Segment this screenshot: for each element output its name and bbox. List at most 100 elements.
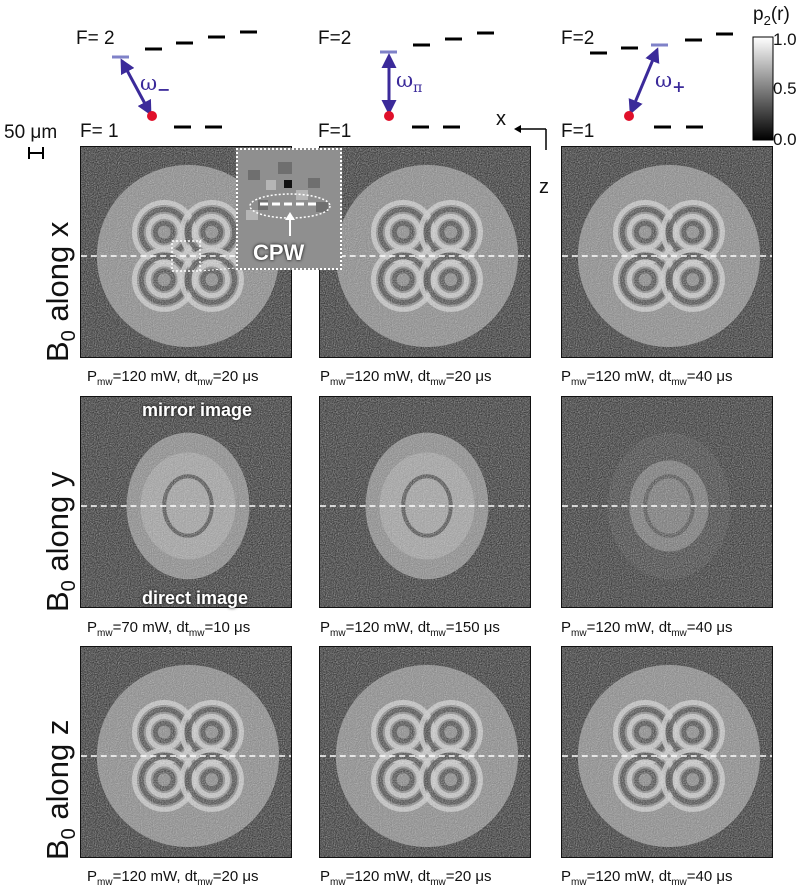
power-subscript: mw — [330, 877, 346, 888]
power-symbol: P — [320, 868, 331, 885]
power-value: =120 mW, — [345, 368, 418, 385]
power-value: =120 mW, — [345, 868, 418, 885]
power-symbol: P — [561, 619, 572, 636]
panel-image — [320, 397, 530, 607]
row-label-x: B0 along x — [40, 221, 81, 362]
lower-level-label: F=1 — [561, 121, 595, 142]
power-subscript: mw — [571, 628, 587, 639]
image-panel — [80, 396, 292, 608]
panel-image — [81, 647, 291, 857]
duration-symbol: dt — [417, 368, 431, 385]
duration-value: =20 μs — [212, 368, 259, 385]
power-symbol: P — [87, 368, 98, 385]
duration-symbol: dt — [417, 619, 431, 636]
image-panel — [561, 146, 773, 358]
panel-image — [562, 147, 772, 357]
cpw-label: CPW — [253, 240, 305, 265]
power-subscript: mw — [97, 628, 113, 639]
power-value: =120 mW, — [112, 368, 185, 385]
cpw-inset — [236, 148, 342, 270]
image-panel — [561, 396, 773, 608]
panel-image — [562, 647, 772, 857]
power-symbol: P — [87, 868, 98, 885]
direct-image-label: direct image — [142, 588, 249, 608]
duration-value: =40 μs — [686, 868, 733, 885]
power-symbol: P — [320, 368, 331, 385]
cpw-inset-image — [238, 150, 340, 268]
power-subscript: mw — [97, 877, 113, 888]
duration-symbol: dt — [184, 368, 198, 385]
power-subscript: mw — [330, 628, 346, 639]
row-label-y: B0 along y — [40, 471, 81, 612]
colorbar-tick: 0.0 — [773, 130, 797, 149]
panel-caption: Pmw=120 mW, dtmw=20 μs — [87, 868, 259, 888]
power-value: =120 mW, — [586, 619, 659, 636]
image-panel — [561, 646, 773, 858]
image-panel — [80, 646, 292, 858]
upper-level-label: F=2 — [318, 28, 352, 49]
duration-symbol: dt — [184, 868, 198, 885]
transition-label-pi: ωπ — [396, 68, 423, 97]
image-panel — [319, 146, 531, 358]
duration-subscript: mw — [430, 628, 446, 639]
upper-level-label: F=2 — [561, 28, 595, 49]
power-value: =120 mW, — [586, 368, 659, 385]
panel-image — [81, 397, 291, 607]
duration-subscript: mw — [671, 628, 687, 639]
image-panel — [319, 646, 531, 858]
duration-symbol: dt — [417, 868, 431, 885]
inset-indicator — [171, 238, 237, 272]
power-symbol: P — [561, 368, 572, 385]
scalebar-label: 50 μm — [4, 122, 58, 143]
axis-x-label: x — [496, 108, 506, 130]
power-value: =120 mW, — [586, 868, 659, 885]
duration-value: =20 μs — [445, 368, 492, 385]
upper-level-label: F= 2 — [76, 28, 115, 49]
duration-symbol: dt — [658, 868, 672, 885]
power-subscript: mw — [571, 877, 587, 888]
colorbar-tick: 0.5 — [773, 79, 797, 98]
duration-subscript: mw — [671, 877, 687, 888]
power-subscript: mw — [571, 377, 587, 388]
duration-subscript: mw — [197, 377, 213, 388]
panel-image — [562, 397, 772, 607]
duration-symbol: dt — [658, 619, 672, 636]
power-symbol: P — [320, 619, 331, 636]
panel-caption: Pmw=120 mW, dtmw=20 μs — [320, 868, 492, 888]
duration-subscript: mw — [671, 377, 687, 388]
image-panel — [319, 396, 531, 608]
duration-subscript: mw — [430, 377, 446, 388]
duration-value: =20 μs — [212, 868, 259, 885]
power-value: =70 mW, — [112, 619, 177, 636]
colorbar-tick: 1.0 — [773, 30, 797, 49]
panel-caption: Pmw=120 mW, dtmw=40 μs — [561, 868, 733, 888]
transition-label-minus: ω− — [140, 71, 171, 100]
lower-level-label: F=1 — [318, 121, 352, 142]
axis-z-label: z — [539, 176, 549, 198]
duration-value: =20 μs — [445, 868, 492, 885]
power-subscript: mw — [97, 377, 113, 388]
duration-subscript: mw — [430, 877, 446, 888]
colorbar — [752, 36, 774, 141]
duration-value: =10 μs — [204, 619, 251, 636]
power-value: =120 mW, — [345, 619, 418, 636]
duration-value: =40 μs — [686, 368, 733, 385]
panel-caption: Pmw=70 mW, dtmw=10 μs — [87, 619, 250, 639]
panel-caption: Pmw=120 mW, dtmw=20 μs — [320, 368, 492, 388]
level-lines — [112, 30, 733, 150]
duration-subscript: mw — [188, 628, 205, 639]
panel-caption: Pmw=120 mW, dtmw=40 μs — [561, 368, 733, 388]
power-value: =120 mW, — [112, 868, 185, 885]
duration-subscript: mw — [197, 877, 213, 888]
duration-symbol: dt — [658, 368, 672, 385]
duration-value: =150 μs — [445, 619, 500, 636]
power-symbol: P — [87, 619, 98, 636]
power-symbol: P — [561, 868, 572, 885]
row-label-z: B0 along z — [40, 719, 81, 860]
panel-caption: Pmw=120 mW, dtmw=20 μs — [87, 368, 259, 388]
panel-image — [320, 147, 530, 357]
panel-caption: Pmw=120 mW, dtmw=40 μs — [561, 619, 733, 639]
lower-level-label: F= 1 — [80, 121, 119, 142]
panel-image — [320, 647, 530, 857]
power-subscript: mw — [330, 377, 346, 388]
